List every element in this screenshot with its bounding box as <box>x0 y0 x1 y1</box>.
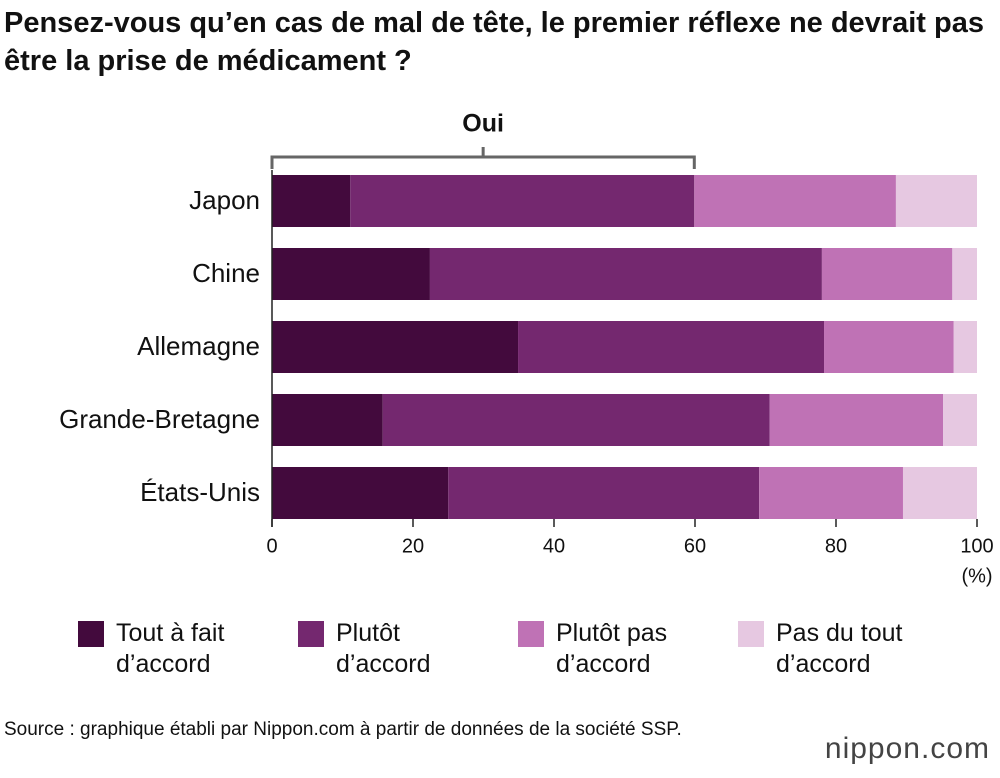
legend-label: Pas du tout d’accord <box>776 619 903 678</box>
bar-segment <box>272 467 449 519</box>
bar-segment <box>272 175 351 227</box>
bar-segment <box>769 394 944 446</box>
bracket <box>270 147 696 169</box>
x-unit: (%) <box>961 565 992 587</box>
bar-segment <box>821 248 953 300</box>
bar-segment <box>953 321 977 373</box>
bar-segment <box>448 467 760 519</box>
legend-swatch <box>298 621 324 647</box>
legend-label: Plutôt pas d’accord <box>556 619 668 678</box>
bar-segment <box>272 248 430 300</box>
legend-item: Tout à fait d’accord <box>78 618 266 680</box>
x-tick-label: 60 <box>684 535 706 557</box>
bar-segment <box>759 467 903 519</box>
legend-item: Plutôt d’accord <box>298 618 486 680</box>
bar-segment <box>272 321 519 373</box>
y-tick-label: États-Unis <box>140 477 260 507</box>
x-tick-label: 40 <box>543 535 565 557</box>
legend-item: Plutôt pas d’accord <box>518 618 706 680</box>
bar-segment <box>902 467 977 519</box>
bar-segment <box>429 248 822 300</box>
bar-segment <box>943 394 977 446</box>
bar-segment <box>382 394 770 446</box>
bar-segment <box>895 175 977 227</box>
logo: nippon.com <box>824 732 990 765</box>
bar-segment <box>350 175 695 227</box>
legend-item: Pas du tout d’accord <box>738 618 926 680</box>
y-tick-label: Japon <box>189 185 260 215</box>
x-tick-label: 100 <box>960 535 993 557</box>
bar-segment <box>694 175 896 227</box>
legend-label: Plutôt d’accord <box>336 619 431 678</box>
legend-swatch <box>518 621 544 647</box>
legend-swatch <box>738 621 764 647</box>
x-tick-label: 80 <box>825 535 847 557</box>
chart-title: Pensez-vous qu’en cas de mal de tête, le… <box>4 7 984 77</box>
y-tick-label: Allemagne <box>137 331 260 361</box>
y-tick-label: Grande-Bretagne <box>59 404 260 434</box>
bar-segment <box>824 321 954 373</box>
legend: Tout à fait d’accord Plutôt d’accord Plutô… <box>78 618 958 680</box>
x-tick-label: 0 <box>266 535 277 557</box>
annotation: Oui <box>462 110 504 138</box>
bar-segment <box>272 394 383 446</box>
x-tick-label: 20 <box>402 535 424 557</box>
legend-swatch <box>78 621 104 647</box>
legend-label: Tout à fait d’accord <box>116 619 225 678</box>
bar-segment <box>952 248 977 300</box>
y-tick-label: Chine <box>192 258 260 288</box>
source: Source : graphique établi par Nippon.com… <box>4 719 682 740</box>
bar-segment <box>518 321 825 373</box>
